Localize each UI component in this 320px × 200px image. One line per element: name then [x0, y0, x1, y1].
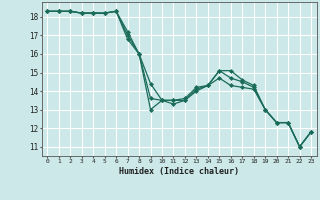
X-axis label: Humidex (Indice chaleur): Humidex (Indice chaleur) [119, 167, 239, 176]
